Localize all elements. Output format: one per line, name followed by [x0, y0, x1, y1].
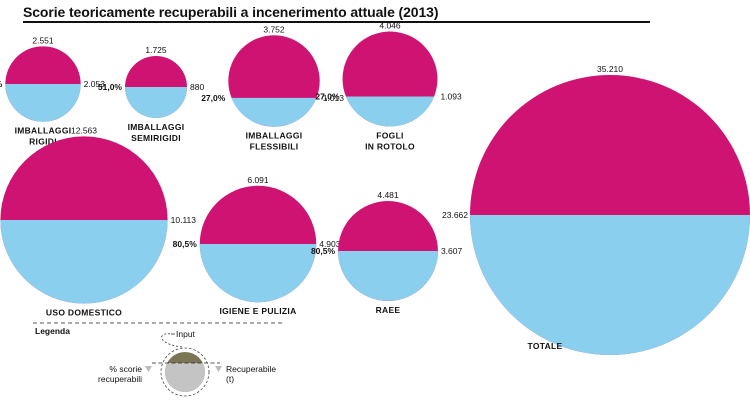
- input-value-raee: 4.481: [377, 190, 399, 200]
- recuperabile-value-raee: 3.607: [441, 246, 463, 256]
- chart-title: Scorie teoricamente recuperabili a incen…: [23, 4, 439, 20]
- category-label-uso-domestico: USO DOMESTICO: [46, 308, 122, 318]
- recuperabile-value-uso-domestico: 10.113: [171, 215, 197, 225]
- circle-group-totale: 35.210 23.662 TOTALE: [442, 64, 750, 355]
- recuperabile-segment-imballaggi-semirigidi: [125, 87, 187, 118]
- recuperabile-segment-fogli-in-rotolo: [345, 96, 435, 127]
- legend-percent-arrow-icon: [145, 366, 152, 372]
- recuperabile-segment-uso-domestico: [0, 220, 168, 304]
- percent-value-imballaggi-flessibili: 27,0%: [201, 93, 226, 103]
- category-label-imballaggi-semirigidi: SEMIRIGIDI: [131, 133, 181, 143]
- legend-input-label: Input: [176, 329, 196, 339]
- legend-outline: [160, 347, 210, 397]
- legend-input-leader: [161, 333, 183, 348]
- input-value-fogli-in-rotolo: 4.046: [379, 21, 401, 31]
- category-label-imballaggi-rigidi: IMBALLAGGI: [15, 126, 72, 136]
- percent-value-imballaggi-rigidi: 80,5%: [0, 79, 3, 89]
- category-label-raee: RAEE: [376, 305, 401, 315]
- percent-value-imballaggi-semirigidi: 51,0%: [98, 82, 123, 92]
- recuperabile-segment-totale: [470, 215, 750, 355]
- category-label-totale: TOTALE: [527, 341, 562, 351]
- circle-group-raee: 4.481 3.607 80,5% RAEE: [311, 190, 463, 315]
- percent-value-fogli-in-rotolo: 27,0%: [315, 92, 340, 102]
- legend-recuperabile-segment: [164, 363, 205, 392]
- input-value-totale: 35.210: [597, 64, 623, 74]
- category-label-imballaggi-flessibili: IMBALLAGGI: [246, 131, 303, 141]
- legend-recuperabile-label: (t): [226, 374, 234, 384]
- input-value-uso-domestico: 12.563: [71, 125, 97, 135]
- category-label-fogli-in-rotolo: FOGLI: [376, 130, 403, 140]
- category-label-igiene-e-pulizia: IGIENE E PULIZIA: [219, 306, 296, 316]
- recuperabile-segment-imballaggi-flessibili: [231, 97, 317, 127]
- recuperabile-segment-igiene-e-pulizia: [199, 244, 317, 303]
- percent-value-raee: 80,5%: [311, 246, 336, 256]
- recuperabile-segment-imballaggi-rigidi: [5, 84, 81, 122]
- category-label-imballaggi-semirigidi: IMBALLAGGI: [128, 122, 185, 132]
- recuperabile-value-imballaggi-flessibili: 1.013: [323, 93, 345, 103]
- legend-recuperabile-arrow-icon: [215, 366, 222, 372]
- input-value-imballaggi-flessibili: 3.752: [263, 24, 285, 34]
- input-value-igiene-e-pulizia: 6.091: [247, 175, 269, 185]
- legend-title: Legenda: [35, 326, 70, 336]
- recuperabile-segment-raee: [338, 251, 438, 301]
- title-rule: [23, 21, 650, 23]
- recuperabile-value-totale: 23.662: [442, 210, 468, 220]
- circle-group-uso-domestico: 12.563 10.113 80,5% USO DOMESTICO: [0, 125, 197, 318]
- category-label-fogli-in-rotolo: IN ROTOLO: [365, 141, 415, 151]
- input-value-imballaggi-semirigidi: 1.725: [145, 45, 167, 55]
- percent-value-igiene-e-pulizia: 80,5%: [173, 239, 198, 249]
- recuperabile-value-imballaggi-rigidi: 2.053: [84, 79, 106, 89]
- legend-recuperabile-label: Recuperabile: [226, 364, 276, 374]
- recuperabile-value-fogli-in-rotolo: 1.093: [440, 92, 462, 102]
- recuperabile-value-imballaggi-semirigidi: 880: [190, 82, 204, 92]
- category-label-imballaggi-flessibili: FLESSIBILI: [250, 142, 299, 152]
- legend-percent-label: recuperabili: [98, 374, 142, 384]
- legend-percent-label: % scorie: [109, 364, 142, 374]
- category-label-imballaggi-rigidi: RIGIDI: [29, 137, 57, 147]
- recuperabile-value-igiene-e-pulizia: 4.903: [319, 239, 341, 249]
- input-value-imballaggi-rigidi: 2.551: [32, 35, 54, 45]
